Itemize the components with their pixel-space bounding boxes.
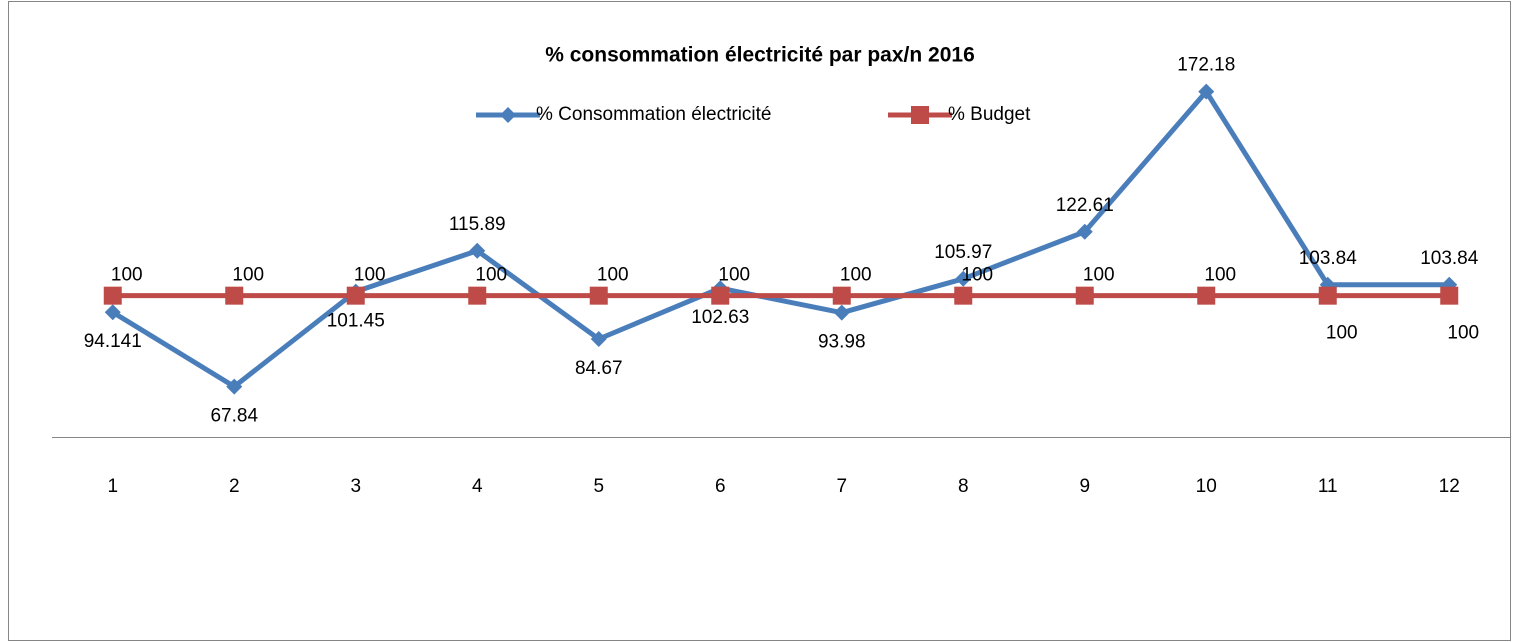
legend-marker <box>500 107 516 123</box>
marker <box>346 286 365 305</box>
data-label: 100 <box>718 265 750 286</box>
x-tick-label: 7 <box>836 476 847 497</box>
data-label: 100 <box>1204 265 1236 286</box>
marker <box>103 286 122 305</box>
data-label: 93.98 <box>818 332 866 353</box>
series-line <box>111 89 1450 390</box>
marker <box>711 286 730 305</box>
data-label: 122.61 <box>1056 195 1114 216</box>
x-tick-label: 4 <box>472 476 483 497</box>
data-label: 100 <box>354 265 386 286</box>
x-tick-label: 12 <box>1439 476 1460 497</box>
marker <box>590 330 607 347</box>
chart-border <box>8 1 1511 641</box>
data-label: 84.67 <box>575 358 623 379</box>
x-tick-label: 1 <box>107 476 118 497</box>
marker <box>469 242 486 259</box>
marker <box>589 286 608 305</box>
data-label: 100 <box>1326 323 1358 344</box>
data-label: 100 <box>597 265 629 286</box>
marker <box>226 378 243 395</box>
data-label: 67.84 <box>210 406 258 427</box>
data-label: 100 <box>475 265 507 286</box>
marker <box>225 286 244 305</box>
x-tick-label: 2 <box>229 476 240 497</box>
legend-marker <box>911 106 929 124</box>
marker <box>1075 286 1094 305</box>
marker <box>832 286 851 305</box>
x-tick-label: 9 <box>1079 476 1090 497</box>
legend-label: % Consommation électricité <box>536 104 771 125</box>
marker <box>1440 286 1459 305</box>
data-label: 100 <box>840 265 872 286</box>
data-label: 100 <box>232 265 264 286</box>
data-label: 102.63 <box>691 307 749 328</box>
marker <box>104 304 121 321</box>
x-tick-label: 8 <box>958 476 969 497</box>
data-label: 172.18 <box>1177 55 1235 76</box>
chart-title: % consommation électricité par pax/n 201… <box>545 44 975 67</box>
data-label: 115.89 <box>449 214 506 235</box>
legend-label: % Budget <box>948 104 1031 125</box>
marker <box>1318 286 1337 305</box>
marker <box>955 270 972 287</box>
x-tick-label: 10 <box>1196 476 1217 497</box>
marker <box>954 286 973 305</box>
data-label: 100 <box>961 265 993 286</box>
data-label: 103.84 <box>1299 248 1358 269</box>
marker <box>1197 286 1216 305</box>
x-tick-label: 3 <box>350 476 361 497</box>
marker <box>1076 223 1093 240</box>
data-label: 100 <box>1083 265 1115 286</box>
x-tick-label: 11 <box>1318 476 1338 497</box>
marker <box>833 304 850 321</box>
marker <box>1198 83 1215 100</box>
marker <box>468 286 487 305</box>
data-label: 103.84 <box>1420 248 1479 269</box>
data-label: 94.141 <box>84 331 142 352</box>
x-tick-label: 5 <box>593 476 604 497</box>
x-tick-label: 6 <box>715 476 726 497</box>
data-label: 100 <box>1447 323 1479 344</box>
data-label: 100 <box>111 265 143 286</box>
data-label: 101.45 <box>327 311 385 332</box>
data-label: 105.97 <box>934 242 992 263</box>
